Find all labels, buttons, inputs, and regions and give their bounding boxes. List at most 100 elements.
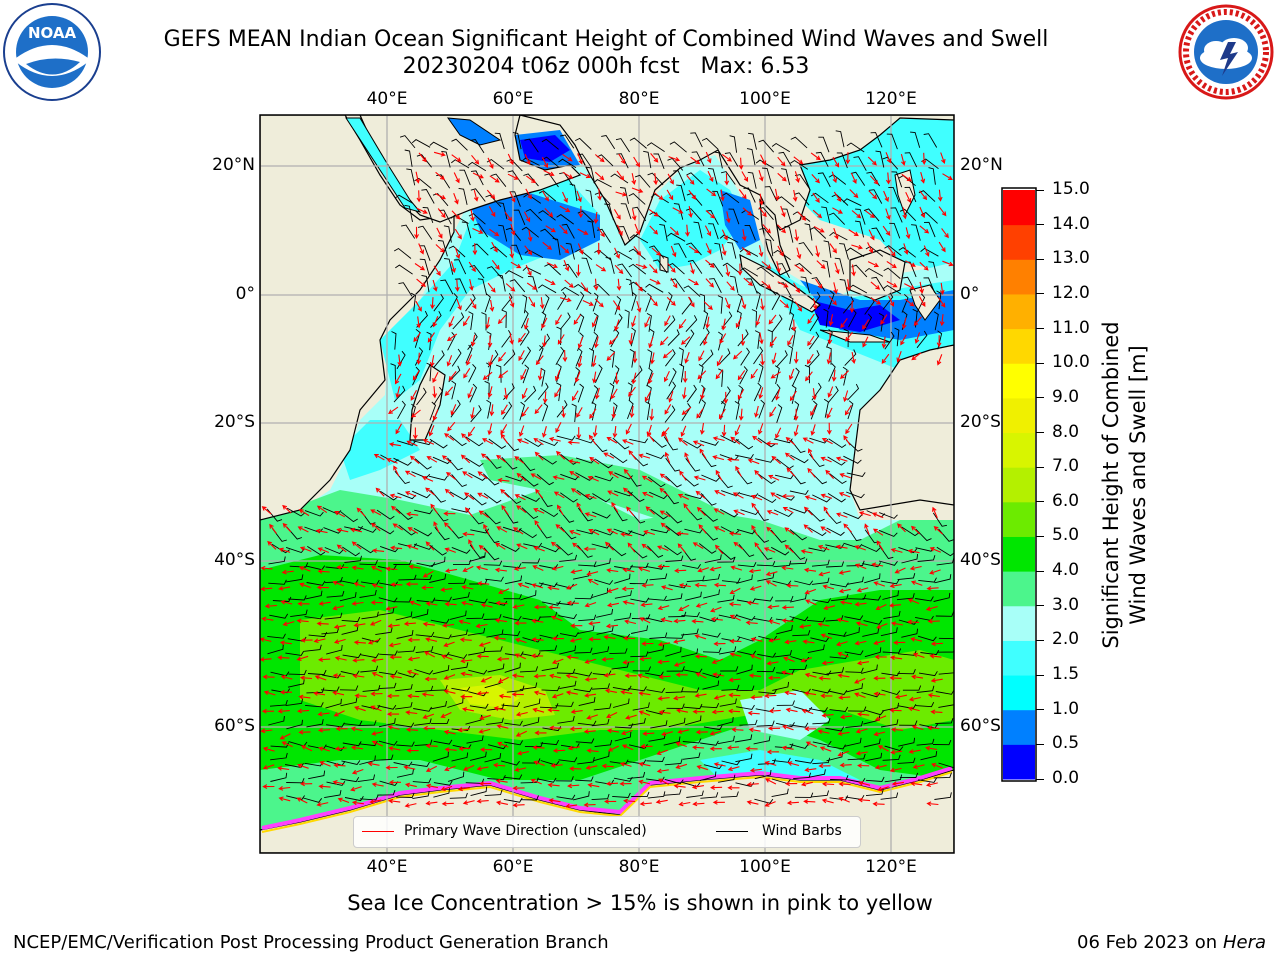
wave-direction-arrow xyxy=(715,369,724,380)
wave-direction-arrow xyxy=(817,729,830,735)
colorbar-tick-label: 3.0 xyxy=(1052,594,1080,615)
wind-barb xyxy=(808,350,820,368)
wave-direction-arrow xyxy=(669,226,680,236)
wave-direction-arrow xyxy=(821,781,835,787)
wave-direction-arrow xyxy=(551,693,564,699)
wave-direction-arrow xyxy=(907,598,920,605)
wind-barb xyxy=(378,718,396,728)
wind-barb xyxy=(269,613,289,619)
wave-direction-arrow xyxy=(584,512,597,518)
colorbar-tick-label: 8.0 xyxy=(1052,421,1080,442)
wind-barb xyxy=(290,609,308,618)
colorbar-tick-mark xyxy=(1036,258,1044,260)
wind-barb xyxy=(591,385,599,404)
wave-direction-arrow xyxy=(712,672,725,678)
wave-direction-arrow xyxy=(705,316,710,329)
wave-direction-arrow xyxy=(444,488,455,498)
wave-direction-arrow xyxy=(426,456,438,463)
wave-direction-arrow xyxy=(657,641,670,647)
wind-barb xyxy=(878,529,898,537)
wave-direction-arrow xyxy=(370,691,383,697)
wind-barb xyxy=(898,619,918,625)
wind-barb xyxy=(844,349,857,366)
wave-direction-arrow xyxy=(622,567,635,573)
wave-direction-arrow xyxy=(548,605,561,610)
wave-direction-arrow xyxy=(675,708,689,714)
wave-direction-arrow xyxy=(425,541,435,551)
wave-direction-arrow xyxy=(851,351,856,365)
wave-direction-arrow xyxy=(782,724,794,731)
wave-direction-arrow xyxy=(620,532,633,537)
wave-direction-arrow xyxy=(873,640,886,646)
wind-barb xyxy=(717,735,735,745)
wind-barb xyxy=(450,214,469,224)
wind-barb xyxy=(344,525,363,531)
wave-direction-arrow xyxy=(836,641,848,647)
wave-direction-arrow xyxy=(741,171,749,183)
wave-direction-arrow xyxy=(785,436,796,446)
wind-barb xyxy=(477,278,488,296)
colorbar-tick-mark xyxy=(1036,778,1044,780)
wind-barb xyxy=(790,136,808,149)
wave-direction-arrow xyxy=(713,641,726,647)
wave-direction-arrow xyxy=(877,745,889,752)
wave-direction-arrow xyxy=(446,355,453,367)
wave-direction-arrow xyxy=(373,453,385,461)
wind-barb xyxy=(754,596,774,602)
wave-direction-arrow xyxy=(482,371,493,380)
wave-direction-arrow xyxy=(933,526,943,535)
wind-barb xyxy=(378,670,398,676)
wind-barb xyxy=(432,751,449,762)
wave-direction-arrow xyxy=(729,652,742,657)
wind-barb xyxy=(503,774,523,780)
wave-direction-arrow xyxy=(512,802,525,808)
wave-direction-arrow xyxy=(279,733,291,740)
wave-direction-arrow xyxy=(390,582,403,587)
wind-barb xyxy=(724,152,739,167)
wind-barb xyxy=(451,138,468,151)
wind-barb xyxy=(433,780,453,786)
wave-direction-arrow xyxy=(562,349,568,363)
wind-barb xyxy=(575,248,593,260)
wind-barb xyxy=(720,171,736,185)
wind-barb xyxy=(812,757,831,765)
wind-barb xyxy=(587,220,596,238)
wave-direction-arrow xyxy=(676,531,689,536)
wave-direction-arrow xyxy=(523,318,529,330)
wave-direction-arrow xyxy=(702,333,709,346)
wave-direction-arrow xyxy=(891,781,904,787)
wave-direction-arrow xyxy=(504,211,513,222)
colorbar-tick-mark xyxy=(1036,570,1044,572)
wind-barb xyxy=(825,561,845,568)
wave-direction-arrow xyxy=(606,712,618,718)
wind-barb xyxy=(630,546,648,559)
wind-barb xyxy=(594,579,614,585)
wind-barb xyxy=(429,556,446,567)
wind-barb xyxy=(703,764,723,770)
wave-direction-arrow xyxy=(589,408,597,419)
wind-barb xyxy=(324,547,344,555)
wind-barb xyxy=(447,771,465,782)
wind-barb xyxy=(588,348,595,367)
wave-direction-arrow xyxy=(783,656,795,663)
wind-barb xyxy=(627,490,645,502)
wave-direction-arrow xyxy=(491,241,498,253)
wave-direction-arrow xyxy=(460,694,473,700)
wave-direction-arrow xyxy=(298,729,311,735)
wind-barb xyxy=(501,543,520,552)
wind-barb xyxy=(488,600,508,606)
wave-direction-arrow xyxy=(425,637,438,642)
wind-barb xyxy=(470,528,490,534)
wind-barb xyxy=(396,792,415,798)
wave-direction-arrow xyxy=(567,440,580,445)
wind-barb xyxy=(673,170,686,186)
wave-direction-arrow xyxy=(443,689,456,695)
wave-direction-arrow xyxy=(649,225,659,235)
wind-barb xyxy=(452,592,470,601)
wave-direction-arrow xyxy=(416,352,422,365)
wind-barb xyxy=(559,680,577,690)
wind-barb xyxy=(521,157,540,166)
wave-direction-arrow xyxy=(422,713,435,719)
wind-barb xyxy=(306,687,325,694)
wind-barb xyxy=(491,173,507,187)
